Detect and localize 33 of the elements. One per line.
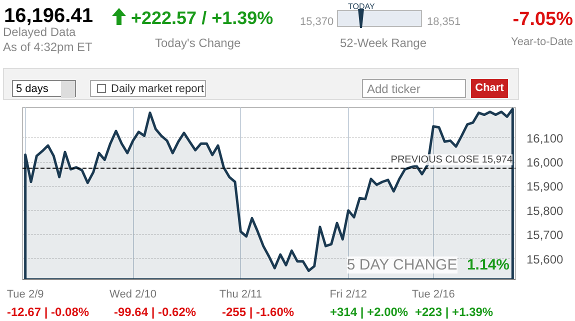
text: Delayed Data — [3, 25, 76, 41]
text: -99.64 | -0.62% — [114, 304, 196, 321]
text: 15,370 — [300, 15, 334, 30]
x-tick-label: Thu 2/11 — [219, 288, 262, 300]
text: -255 | -1.60% — [222, 304, 294, 321]
text: 52-Week Range — [340, 35, 426, 52]
y-tick-label: 15,800 — [526, 204, 564, 218]
x-tick-label: Tue 2/16 — [412, 288, 455, 300]
text: 16,196.41 — [4, 4, 93, 27]
text: +223 | +1.39% — [415, 304, 494, 321]
y-tick-label: 15,700 — [526, 228, 564, 242]
y-tick-label: 15,600 — [526, 252, 564, 266]
x-tick-label: Tue 2/9 — [6, 288, 44, 300]
x-tick-label: Wed 2/10 — [110, 288, 156, 300]
ref-line-label: PREVIOUS CLOSE 15,974 — [390, 154, 513, 166]
y-tick-label: 15,900 — [526, 180, 564, 194]
text: TODAY — [348, 1, 375, 12]
text: Chart — [471, 79, 508, 98]
x-tick-label: Fri 2/12 — [330, 288, 367, 300]
text: As of 4:32pm ET — [3, 39, 92, 56]
text: 5 days — [12, 80, 76, 97]
text: Year-to-Date — [511, 35, 573, 50]
text: 18,351 — [427, 15, 461, 30]
text: -12.67 | -0.08% — [7, 304, 90, 321]
text: +222.57 / +1.39% — [131, 7, 274, 30]
y-tick-label: 16,100 — [526, 131, 564, 146]
text: +314 | +2.00% — [330, 304, 408, 321]
y-tick-label: 16,000 — [526, 156, 564, 170]
text: Today's Change — [155, 35, 241, 52]
text: -7.05% — [512, 8, 573, 32]
text: Daily market report — [90, 80, 206, 97]
text: Add ticker — [362, 79, 466, 98]
annotation: 5 DAY CHANGE 1.14% — [346, 256, 510, 274]
